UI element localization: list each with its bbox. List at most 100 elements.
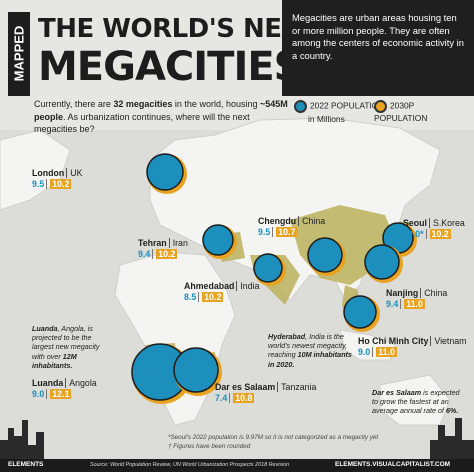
city-label: Chengdu China 9.5 10.7 bbox=[258, 216, 326, 238]
city-bubble bbox=[146, 153, 184, 191]
footnote: *Seoul's 2022 population is 9.97M so it … bbox=[168, 434, 379, 441]
city-name: London bbox=[32, 168, 65, 178]
city-name: Dar es Salaam bbox=[215, 382, 276, 392]
intro-text: in the world, housing bbox=[172, 99, 260, 109]
city-bubble bbox=[307, 237, 343, 273]
note-bold: Dar es Salaam bbox=[372, 388, 422, 397]
pop-2022: 10.0* bbox=[403, 229, 427, 239]
city-title-row: Ahmedabad India bbox=[184, 281, 260, 292]
legend-unit: in Millions bbox=[308, 114, 345, 124]
mapped-label: MAPPED bbox=[11, 25, 27, 82]
city-label: Seoul S.Korea 10.0* 10.2 bbox=[403, 218, 465, 240]
city-name: Nanjing bbox=[386, 288, 419, 298]
intro-bold: ~545M people bbox=[34, 99, 288, 122]
city-bubble bbox=[173, 347, 219, 393]
city-label: Ahmedabad India 8.5 10.2 bbox=[184, 281, 260, 303]
city-label: Nanjing China 9.4 11.0 bbox=[386, 288, 448, 310]
city-title-row: Ho Chi Minh City Vietnam bbox=[358, 336, 467, 347]
note-bold: Luanda bbox=[32, 324, 58, 333]
intro-text: Currently, there are bbox=[34, 99, 114, 109]
note-bold: Hyderabad bbox=[268, 332, 306, 341]
pop-2030: 10.2 bbox=[156, 249, 178, 259]
note-bold: 6%. bbox=[445, 406, 459, 416]
city-country: Vietnam bbox=[430, 336, 467, 346]
pop-2022: 9.4 bbox=[138, 249, 154, 259]
pop-2030: 11.0 bbox=[404, 299, 425, 309]
city-name: Ho Chi Minh City bbox=[358, 336, 429, 346]
pop-2030: 12.1 bbox=[50, 389, 72, 399]
skyline bbox=[0, 418, 474, 459]
pop-2022: 9.5 bbox=[32, 179, 48, 189]
footer-url: ELEMENTS.VISUALCAPITALIST.COM bbox=[335, 461, 451, 468]
legend-2030: 2030P POPULATION bbox=[374, 100, 428, 123]
city-title-row: London UK bbox=[32, 168, 83, 179]
city-title-row: Chengdu China bbox=[258, 216, 326, 227]
city-values-row: 9.0 11.0 bbox=[358, 347, 467, 358]
title-line2: MEGACITIES bbox=[38, 44, 302, 90]
city-values-row: 9.4 11.0 bbox=[386, 299, 447, 310]
city-label: Luanda Angola 9.0 12.1 bbox=[32, 378, 97, 400]
legend-2022: 2022 POPULATION bbox=[310, 100, 385, 111]
dar-note: Dar es Salaam is expected to grow the fa… bbox=[372, 388, 462, 416]
bubbles bbox=[131, 153, 417, 404]
pop-2022: 9.5 bbox=[258, 227, 274, 237]
pop-2030: 10.2 bbox=[202, 292, 224, 302]
pop-2022: 8.5 bbox=[184, 292, 200, 302]
intro: Currently, there are 32 megacities in th… bbox=[34, 98, 289, 136]
intro-text: . As urbanization continues, where will … bbox=[34, 111, 250, 135]
city-title-row: Tehran Iran bbox=[138, 238, 188, 249]
description: Megacities are urban areas housing ten o… bbox=[282, 0, 474, 96]
city-country: S.Korea bbox=[428, 218, 465, 228]
pop-2022: 9.0 bbox=[358, 347, 374, 357]
city-values-row: 9.5 10.7 bbox=[258, 227, 325, 238]
city-values-row: 9.5 10.2 bbox=[32, 179, 82, 190]
city-name: Luanda bbox=[32, 378, 64, 388]
city-values-row: 9.4 10.2 bbox=[138, 249, 188, 260]
city-country: Angola bbox=[65, 378, 97, 388]
city-values-row: 9.0 12.1 bbox=[32, 389, 97, 400]
footer-brand: ELEMENTS bbox=[8, 461, 44, 468]
note-text: , India is the world's newest megacity, … bbox=[268, 332, 348, 360]
title-line1: THE WORLD'S NEXT bbox=[38, 14, 319, 44]
city-label: Tehran Iran 9.4 10.2 bbox=[138, 238, 188, 260]
city-values-row: 10.0* 10.2 bbox=[403, 229, 465, 240]
city-name: Seoul bbox=[403, 218, 427, 228]
city-bubble bbox=[364, 244, 400, 280]
intro-bold: 32 megacities bbox=[113, 99, 173, 109]
pop-2022: 7.4 bbox=[215, 393, 231, 403]
pop-2030: 10.2 bbox=[429, 229, 451, 239]
city-title-row: Seoul S.Korea bbox=[403, 218, 465, 229]
note-text: is expected to grow the fastest at an av… bbox=[372, 388, 460, 416]
city-values-row: 8.5 10.2 bbox=[184, 292, 259, 303]
luanda-note: Luanda, Angola, is projected to be the l… bbox=[32, 324, 112, 370]
note-bold: 12M inhabitants. bbox=[32, 351, 77, 370]
pop-2030: 10.7 bbox=[276, 227, 298, 237]
city-bubble bbox=[343, 295, 377, 329]
city-title-row: Dar es Salaam Tanzania bbox=[215, 382, 317, 393]
city-title-row: Nanjing China bbox=[386, 288, 448, 299]
city-title-row: Luanda Angola bbox=[32, 378, 97, 389]
city-country: China bbox=[420, 288, 448, 298]
note-text: , Angola, is projected to be the largest… bbox=[32, 324, 100, 361]
footer: ELEMENTS Source: World Population Review… bbox=[0, 459, 474, 472]
footnote: † Figures have been rounded bbox=[168, 442, 251, 450]
city-label: London UK 9.5 10.2 bbox=[32, 168, 83, 190]
hyderabad-note: Hyderabad, India is the world's newest m… bbox=[268, 332, 358, 369]
note-bold: 10M inhabitants in 2020. bbox=[268, 350, 352, 369]
city-country: Tanzania bbox=[277, 382, 317, 392]
pop-2030: 10.8 bbox=[233, 393, 255, 403]
footnotes: *Seoul's 2022 population is 9.97M so it … bbox=[168, 434, 428, 451]
description-text: Megacities are urban areas housing ten o… bbox=[292, 12, 464, 61]
city-name: Tehran bbox=[138, 238, 167, 248]
city-values-row: 7.4 10.8 bbox=[215, 393, 316, 404]
city-label: Ho Chi Minh City Vietnam 9.0 11.0 bbox=[358, 336, 467, 358]
city-bubble bbox=[202, 224, 234, 256]
pop-2022: 9.4 bbox=[386, 299, 402, 309]
mapped-badge: MAPPED bbox=[8, 12, 30, 96]
city-name: Chengdu bbox=[258, 216, 297, 226]
city-country: Iran bbox=[168, 238, 188, 248]
city-country: China bbox=[298, 216, 326, 226]
city-country: India bbox=[236, 281, 260, 291]
